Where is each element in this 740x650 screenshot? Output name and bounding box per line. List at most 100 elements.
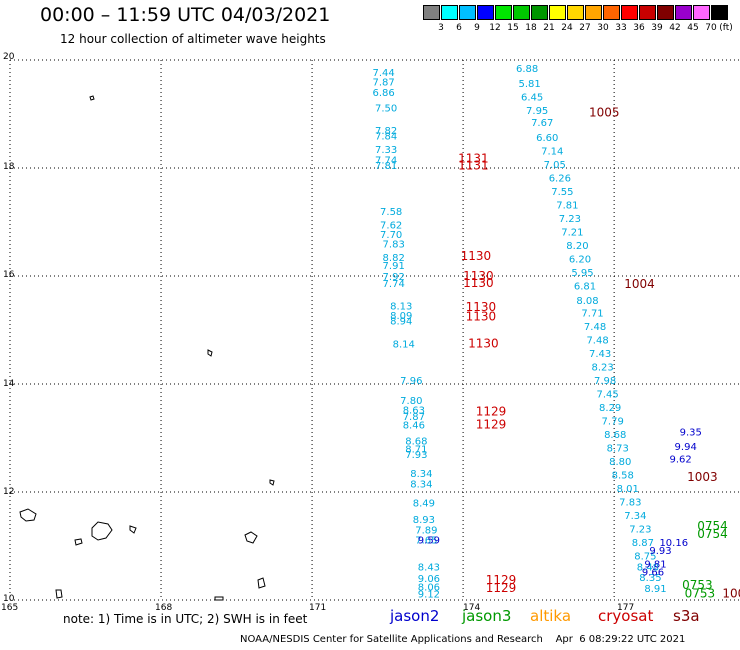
- swh-value: 5.81: [518, 79, 540, 90]
- swh-value: 7.70: [380, 230, 402, 241]
- swh-value: 8.46: [403, 420, 425, 431]
- map-subtitle: 12 hour collection of altimeter wave hei…: [60, 32, 326, 46]
- swh-value: 8.93: [413, 515, 435, 526]
- swh-value: 5.95: [571, 268, 593, 279]
- pass-time-label: 1130: [463, 269, 494, 283]
- swh-tracks: 7.447.876.867.507.827.847.337.747.817.58…: [372, 64, 701, 600]
- swh-value: 9.94: [675, 442, 697, 453]
- legend-label: 3: [438, 23, 444, 33]
- legend-label: 18: [525, 23, 537, 33]
- legend-label: 15: [507, 23, 519, 33]
- pass-time-label: 1130: [466, 300, 497, 314]
- lon-label: 171: [309, 603, 327, 613]
- pass-time-label: 1004: [624, 277, 655, 291]
- island: [89, 95, 95, 101]
- swh-value: 7.81: [556, 201, 578, 212]
- swh-value: 9.93: [649, 546, 671, 557]
- lat-label: 14: [3, 379, 15, 389]
- pass-time-label: 1130: [466, 309, 497, 323]
- swh-value: 7.48: [586, 336, 608, 347]
- swh-value: 7.84: [375, 131, 397, 142]
- swh-value: 7.33: [375, 145, 397, 156]
- sat-altika: altika: [530, 607, 572, 625]
- swh-value: 7.23: [629, 525, 651, 536]
- lon-label: 174: [463, 603, 481, 613]
- swh-value: 8.14: [393, 339, 415, 350]
- legend-swatch: [603, 5, 620, 20]
- swh-value: 7.83: [383, 239, 405, 250]
- pass-time-label: 0753: [685, 586, 716, 600]
- swh-value: 8.20: [566, 241, 588, 252]
- legend-swatch: [621, 5, 638, 20]
- swh-value: 7.71: [581, 309, 603, 320]
- lon-label: 165: [1, 603, 19, 613]
- swh-value: 7.83: [619, 498, 641, 509]
- swh-value: 8.71: [405, 445, 427, 456]
- pass-time-label: 1129: [476, 404, 507, 418]
- swh-value: 7.45: [597, 390, 619, 401]
- legend-unit: (ft): [719, 23, 733, 33]
- sat-jason2: jason2: [390, 607, 440, 625]
- lat-lon-grid: [9, 59, 740, 601]
- legend-label: 30: [597, 23, 609, 33]
- island: [244, 531, 258, 544]
- swh-value: 8.13: [390, 301, 412, 312]
- swh-value: 9.59: [418, 535, 440, 546]
- swh-value: 6.26: [549, 174, 571, 185]
- swh-value: 9.06: [418, 574, 440, 585]
- swh-value: 7.89: [415, 526, 437, 537]
- pass-time-label: 100: [722, 586, 740, 600]
- swh-value: 7.55: [551, 187, 573, 198]
- pass-time-label: 1131: [458, 159, 489, 173]
- swh-value: 8.34: [410, 469, 432, 480]
- swh-value: 7.80: [400, 396, 422, 407]
- pass-time-label: 1129: [486, 573, 517, 587]
- swh-value: 7.87: [403, 412, 425, 423]
- island: [257, 577, 266, 589]
- swh-value: 8.09: [390, 311, 412, 322]
- swh-value: 7.95: [526, 106, 548, 117]
- swh-value: 8.06: [418, 582, 440, 593]
- legend-swatch: [477, 5, 494, 20]
- legend-label: 24: [561, 23, 573, 33]
- swh-value: 8.43: [418, 562, 440, 573]
- footnote: note: 1) Time is in UTC; 2) SWH is in fe…: [63, 612, 308, 626]
- swh-value: 7.74: [375, 156, 397, 167]
- pass-time-label: 1130: [463, 276, 494, 290]
- pass-time-label: 0754: [697, 527, 728, 541]
- swh-value: 6.81: [574, 282, 596, 293]
- swh-value: 6.60: [536, 133, 558, 144]
- legend-label: 9: [474, 23, 480, 33]
- swh-value: 8.34: [410, 480, 432, 491]
- legend-swatch: [549, 5, 566, 20]
- map-title: 00:00 – 11:59 UTC 04/03/2021: [40, 4, 331, 26]
- pass-time-labels: 1131113111301130113011301130113011291129…: [458, 106, 740, 601]
- swh-value: 7.92: [383, 272, 405, 283]
- swh-value: 8.80: [609, 457, 631, 468]
- legend-swatch: [423, 5, 440, 20]
- swh-value: 9.35: [680, 427, 702, 438]
- coastlines: [19, 95, 275, 601]
- swh-value: 8.68: [405, 436, 427, 447]
- legend-swatch: [513, 5, 530, 20]
- swh-value: 6.20: [569, 255, 591, 266]
- swh-value: 9.62: [670, 454, 692, 465]
- legend-label: 33: [615, 23, 627, 33]
- pass-time-label: 1129: [486, 581, 517, 595]
- swh-value: 8.87: [632, 538, 654, 549]
- swh-value: 7.74: [383, 279, 405, 290]
- swh-value: 7.82: [375, 126, 397, 137]
- swh-value: 8.01: [617, 484, 639, 495]
- credit-line: NOAA/NESDIS Center for Satellite Applica…: [240, 634, 686, 645]
- swh-value: 7.44: [372, 68, 394, 79]
- legend-swatch: [459, 5, 476, 20]
- swh-value: 6.86: [372, 88, 394, 99]
- pass-time-label: 1130: [461, 249, 492, 263]
- pass-time-label: 0753: [682, 578, 713, 592]
- swh-value: 8.91: [644, 584, 666, 595]
- legend-swatch: [441, 5, 458, 20]
- swh-value: 7.58: [380, 207, 402, 218]
- swh-value: 8.58: [612, 471, 634, 482]
- island: [19, 508, 37, 522]
